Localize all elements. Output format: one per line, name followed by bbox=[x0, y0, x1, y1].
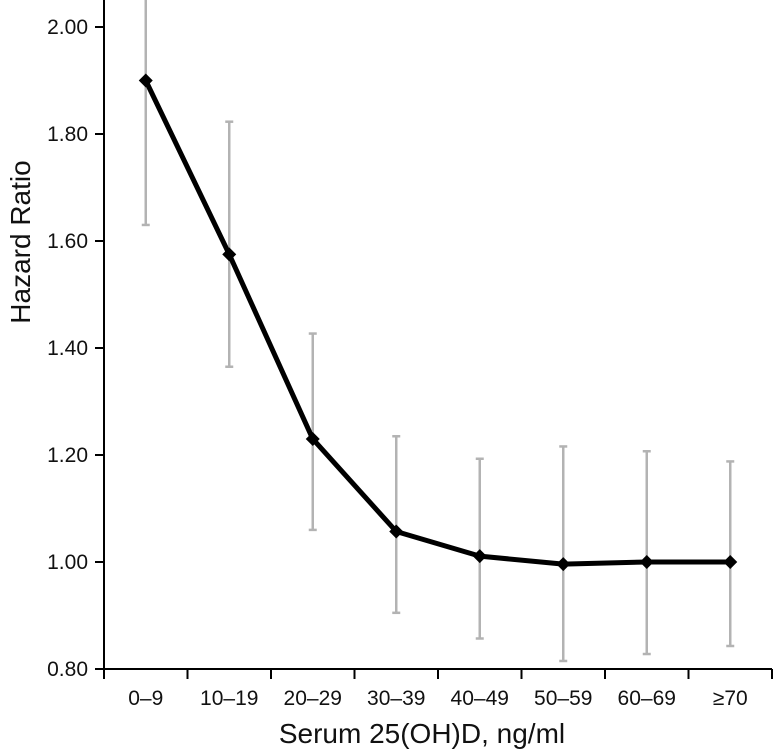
x-tick-label: 60–69 bbox=[618, 687, 676, 710]
x-tick-label: 40–49 bbox=[451, 687, 509, 710]
data-point-marker bbox=[723, 555, 738, 569]
data-point-marker bbox=[305, 431, 320, 446]
x-axis-title: Serum 25(OH)D, ng/ml bbox=[279, 718, 565, 749]
y-ticks: 0.80 1.00 1.20 1.40 1.60 1.80 2.00 bbox=[47, 16, 104, 681]
axes bbox=[103, 0, 772, 670]
y-tick-label: 1.40 bbox=[47, 337, 88, 360]
y-tick-label: 1.20 bbox=[47, 444, 88, 467]
x-tick-label: ≥70 bbox=[713, 687, 748, 710]
x-tick-label: 10–19 bbox=[200, 687, 258, 710]
y-tick-label: 1.60 bbox=[47, 230, 88, 253]
y-tick-label: 1.80 bbox=[47, 123, 88, 146]
x-ticks: 0–9 10–19 20–29 30–39 40–49 50–59 60–69 ≥70 bbox=[103, 669, 773, 710]
data-point-marker bbox=[556, 557, 571, 572]
error-bars bbox=[141, 0, 735, 663]
data-point-marker bbox=[472, 549, 487, 564]
y-tick-label: 0.80 bbox=[47, 658, 88, 681]
data-point-marker bbox=[389, 524, 404, 539]
y-tick-label: 2.00 bbox=[47, 16, 88, 39]
x-tick-label: 20–29 bbox=[284, 687, 342, 710]
series-line bbox=[143, 79, 731, 567]
y-tick-label: 1.00 bbox=[47, 551, 88, 574]
x-tick-label: 30–39 bbox=[367, 687, 425, 710]
y-axis-title: Hazard Ratio bbox=[5, 160, 36, 323]
x-tick-label: 50–59 bbox=[534, 687, 592, 710]
data-points bbox=[138, 73, 738, 572]
data-point-marker bbox=[639, 555, 654, 569]
data-point-marker bbox=[138, 73, 153, 88]
data-point-marker bbox=[222, 247, 237, 262]
x-tick-label: 0–9 bbox=[128, 687, 163, 710]
